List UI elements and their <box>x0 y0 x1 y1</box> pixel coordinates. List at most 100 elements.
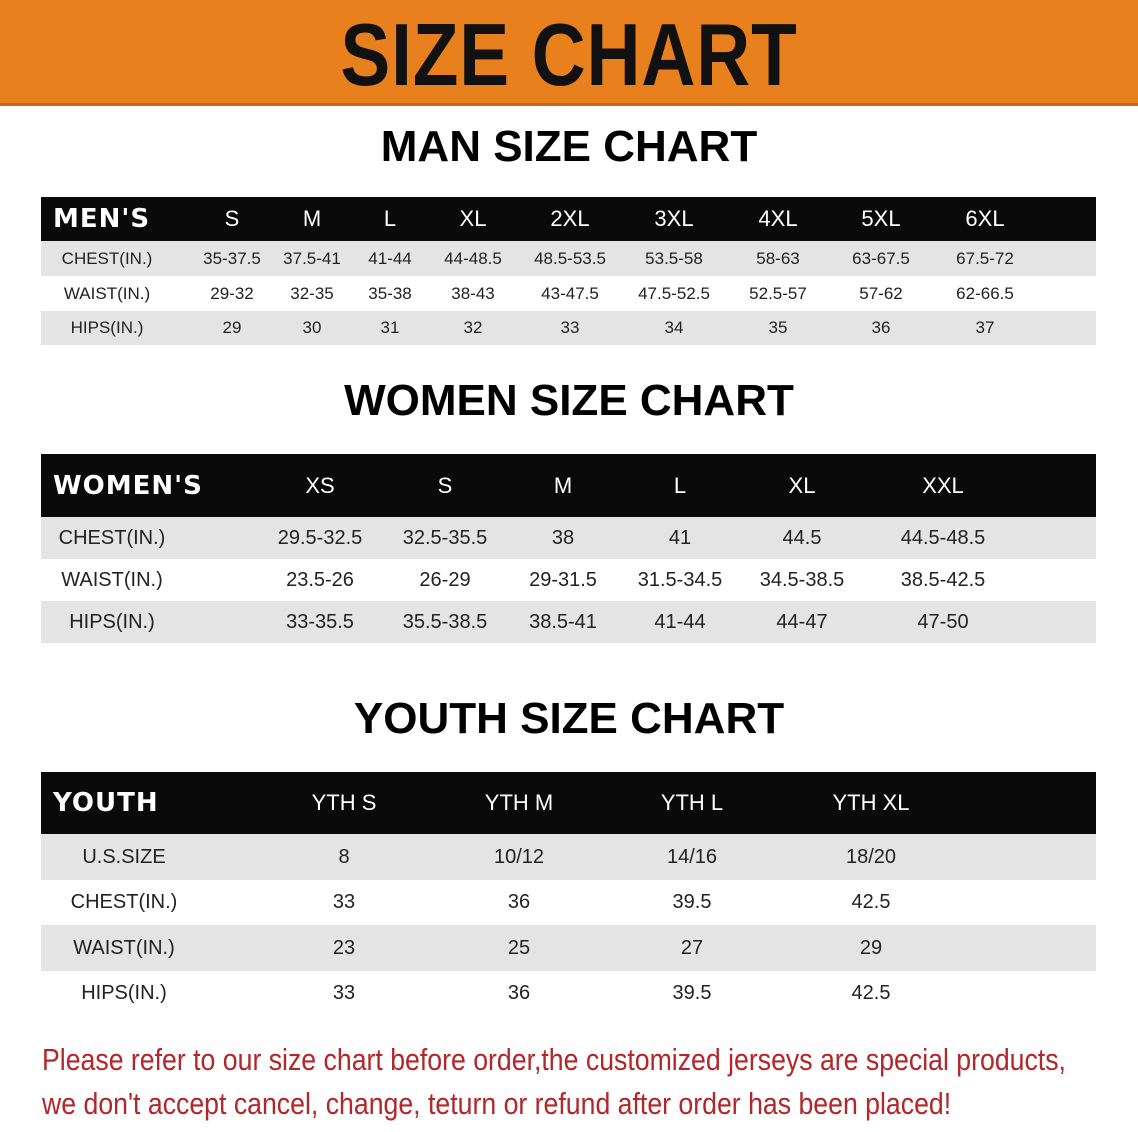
measurement-value: 31.5-34.5 <box>637 568 723 591</box>
measurement-value: 37.5-41 <box>283 248 341 268</box>
measurement-value: 36 <box>507 891 531 913</box>
size-column-header: XS <box>305 472 335 498</box>
measurement-label: HIPS(IN.) <box>81 982 167 1004</box>
size-column-header: XXL <box>922 472 964 498</box>
measurement-value: 18/20 <box>845 845 897 868</box>
measurement-value: 35 <box>768 318 788 337</box>
measurement-value: 58-63 <box>756 248 800 268</box>
measurement-value: 32.5-35.5 <box>402 526 488 549</box>
disclaimer-note: Please refer to our size chart before or… <box>42 1038 1066 1126</box>
size-column-header: 2XL <box>550 206 590 231</box>
size-column-header: L <box>383 206 397 231</box>
table-row: U.S.SIZE 8 10/12 14/16 18/20 <box>41 834 1096 880</box>
measurement-value: 41 <box>668 526 692 549</box>
measurement-value: 42.5 <box>851 891 891 913</box>
measurement-value: 39.5 <box>672 982 712 1004</box>
measurement-value: 38 <box>551 526 575 549</box>
measurement-value: 33-35.5 <box>286 610 354 633</box>
men-header-label: MEN'S <box>53 204 151 234</box>
men-section-title: MAN SIZE CHART <box>380 122 758 171</box>
table-row: CHEST(IN.) 33 36 39.5 42.5 <box>41 880 1096 925</box>
banner-title: SIZE CHART <box>340 5 798 104</box>
measurement-value: 38.5-42.5 <box>900 568 986 591</box>
measurement-value: 33 <box>560 318 580 337</box>
measurement-value: 31 <box>380 318 400 337</box>
women-size-table: WOMEN'S XS S M L XL XXL CHEST(IN.) 29.5-32.5 32.5… <box>41 454 1096 643</box>
measurement-value: 14/16 <box>666 845 718 868</box>
measurement-value: 29-31.5 <box>529 568 597 591</box>
measurement-label: HIPS(IN.) <box>70 318 144 337</box>
youth-section-title: YOUTH SIZE CHART <box>353 694 785 743</box>
measurement-label: CHEST(IN.) <box>61 248 153 268</box>
size-column-header: YTH XL <box>832 790 910 815</box>
measurement-value: 37 <box>975 318 995 337</box>
measurement-value: 34.5-38.5 <box>759 568 845 591</box>
measurement-value: 36 <box>871 318 891 337</box>
measurement-value: 41-44 <box>368 248 412 268</box>
measurement-label: WAIST(IN.) <box>63 283 151 303</box>
size-column-header: YTH L <box>660 790 724 815</box>
size-column-header: 5XL <box>861 206 901 231</box>
women-section-title: WOMEN SIZE CHART <box>344 376 794 425</box>
measurement-value: 23.5-26 <box>286 568 354 591</box>
measurement-value: 44.5-48.5 <box>900 526 986 549</box>
measurement-value: 26-29 <box>419 568 471 591</box>
measurement-value: 27 <box>680 936 704 959</box>
measurement-value: 52.5-57 <box>749 283 807 303</box>
table-row: CHEST(IN.) 29.5-32.5 32.5-35.5 38 41 44.5 44.5… <box>41 517 1096 559</box>
measurement-value: 42.5 <box>851 982 891 1004</box>
size-column-header: S <box>437 472 453 498</box>
banner: SIZE CHART <box>0 0 1138 106</box>
measurement-label: CHEST(IN.) <box>58 526 166 549</box>
youth-header-row: YOUTH YTH S YTH M YTH L YTH XL <box>41 772 1096 834</box>
measurement-value: 67.5-72 <box>956 248 1014 268</box>
measurement-label: WAIST(IN.) <box>73 936 175 959</box>
size-column-header: M <box>302 206 322 231</box>
measurement-value: 34 <box>664 318 684 337</box>
size-column-header: XL <box>459 206 487 231</box>
size-column-header: S <box>224 206 240 231</box>
size-column-header: 4XL <box>758 206 798 231</box>
measurement-label: HIPS(IN.) <box>69 610 155 633</box>
men-header-row: MEN'S S M L XL 2XL 3XL 4XL 5XL 6XL <box>41 197 1096 241</box>
measurement-value: 41-44 <box>654 610 706 633</box>
measurement-value: 57-62 <box>859 283 903 303</box>
measurement-value: 23 <box>332 936 356 959</box>
measurement-value: 35-38 <box>368 283 412 303</box>
measurement-value: 8 <box>338 845 350 868</box>
measurement-value: 44-47 <box>776 610 828 633</box>
measurement-value: 10/12 <box>493 845 545 868</box>
measurement-value: 53.5-58 <box>645 248 703 268</box>
measurement-value: 38-43 <box>451 283 495 303</box>
table-row: HIPS(IN.) 33 36 39.5 42.5 <box>41 971 1096 1016</box>
measurement-value: 48.5-53.5 <box>534 248 606 268</box>
women-header-label: WOMEN'S <box>53 470 203 501</box>
youth-size-table: YOUTH YTH S YTH M YTH L YTH XL U.S.SIZE 8 10/12… <box>41 772 1096 1016</box>
measurement-value: 29 <box>859 936 883 959</box>
measurement-value: 29.5-32.5 <box>277 526 363 549</box>
measurement-value: 39.5 <box>672 891 712 913</box>
table-row: WAIST(IN.) 23 25 27 29 <box>41 925 1096 971</box>
table-row: HIPS(IN.) 33-35.5 35.5-38.5 38.5-41 41-44 44-… <box>41 601 1096 643</box>
youth-header-label: YOUTH <box>53 788 159 818</box>
measurement-value: 25 <box>507 936 531 959</box>
size-column-header: YTH S <box>311 790 377 815</box>
measurement-label: WAIST(IN.) <box>61 568 163 591</box>
measurement-label: U.S.SIZE <box>82 845 166 868</box>
size-column-header: XL <box>788 472 816 498</box>
measurement-value: 35.5-38.5 <box>402 610 488 633</box>
men-size-table: MEN'S S M L XL 2XL 3XL 4XL 5XL 6XL CHEST(IN.) 35-37… <box>41 197 1096 345</box>
disclaimer-line-1: Please refer to our size chart before or… <box>42 1042 1066 1077</box>
measurement-value: 63-67.5 <box>852 248 910 268</box>
measurement-value: 33 <box>332 982 356 1004</box>
measurement-value: 43-47.5 <box>541 283 599 303</box>
measurement-value: 38.5-41 <box>529 610 597 633</box>
table-row: CHEST(IN.) 35-37.5 37.5-41 41-44 44-48.5 48.5… <box>41 241 1096 276</box>
measurement-value: 36 <box>507 982 531 1004</box>
table-row: WAIST(IN.) 29-32 32-35 35-38 38-43 43-47.5 47.… <box>41 276 1096 311</box>
size-column-header: L <box>673 472 687 498</box>
measurement-value: 44-48.5 <box>444 248 502 268</box>
measurement-label: CHEST(IN.) <box>70 891 178 913</box>
size-column-header: 6XL <box>965 206 1005 231</box>
measurement-value: 29-32 <box>210 283 254 303</box>
